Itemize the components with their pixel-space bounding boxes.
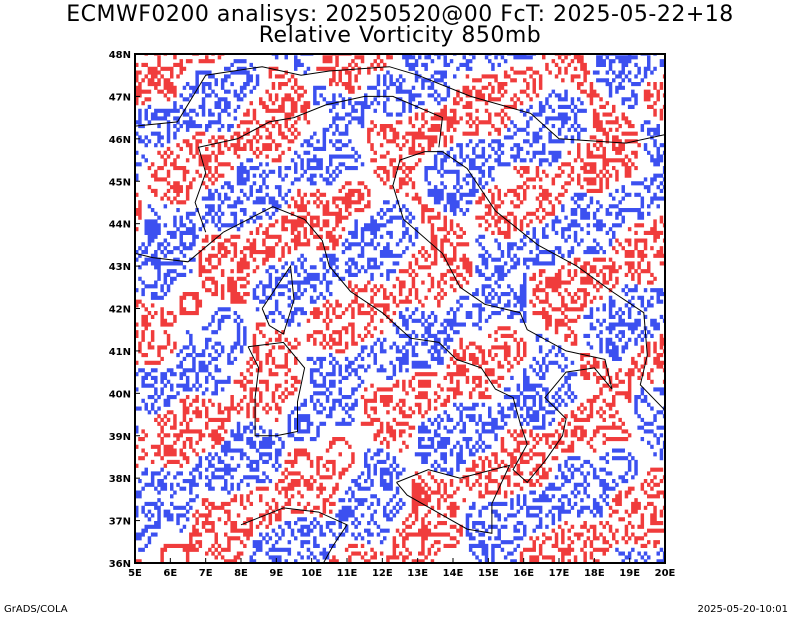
corsica-coastline xyxy=(261,264,295,335)
x-tick-label: 9E xyxy=(269,568,283,579)
x-tick-label: 8E xyxy=(234,568,248,579)
positive-vorticity-contours xyxy=(135,54,665,563)
y-tick-label: 43N xyxy=(109,262,131,273)
italy-coastline xyxy=(223,151,613,484)
footer-credit: GrADS/COLA xyxy=(4,604,68,615)
y-tick-label: 44N xyxy=(109,220,131,231)
europe-north-border xyxy=(135,66,665,144)
x-tick-label: 14E xyxy=(443,568,464,579)
y-tick-label: 46N xyxy=(109,135,131,146)
y-tick-label: 48N xyxy=(109,50,131,61)
x-tick-label: 17E xyxy=(549,568,570,579)
y-tick-label: 41N xyxy=(109,347,131,358)
x-tick-label: 16E xyxy=(513,568,534,579)
x-tick-label: 7E xyxy=(199,568,213,579)
x-tick-label: 15E xyxy=(478,568,499,579)
alpine-border xyxy=(194,95,443,233)
y-tick-label: 45N xyxy=(109,177,131,188)
x-tick-label: 12E xyxy=(372,568,393,579)
negative-vorticity-contours xyxy=(135,54,665,563)
footer-timestamp: 2025-05-20-10:01 xyxy=(697,604,788,615)
x-tick-label: 18E xyxy=(584,568,605,579)
sardinia-coastline xyxy=(247,341,306,437)
x-tick-label: 5E xyxy=(128,568,142,579)
france-coast xyxy=(135,231,224,263)
x-tick-label: 10E xyxy=(301,568,322,579)
x-axis: 5E 6E 7E 8E 9E 10E 11E 12E 13E 14E 15E 16E 17E 18E 19E… xyxy=(128,558,676,579)
vorticity-contours xyxy=(135,54,665,563)
y-tick-label: 42N xyxy=(109,305,131,316)
y-tick-label: 47N xyxy=(109,92,131,103)
y-tick-label: 36N xyxy=(109,559,131,570)
y-axis: 36N 37N 38N 39N 40N 41N 42N 43N 44N 45N 46N 47N 48N xyxy=(109,50,140,570)
adriatic-east-coast xyxy=(442,151,665,411)
x-tick-label: 20E xyxy=(655,568,676,579)
x-tick-label: 13E xyxy=(407,568,428,579)
x-tick-label: 6E xyxy=(163,568,177,579)
y-tick-label: 39N xyxy=(109,432,131,443)
y-tick-label: 37N xyxy=(109,517,131,528)
chart-title: ECMWF0200 analisys: 20250520@00 FcT: 202… xyxy=(66,2,734,27)
y-tick-label: 40N xyxy=(109,389,131,400)
y-tick-label: 38N xyxy=(109,474,131,485)
chart-subtitle: Relative Vorticity 850mb xyxy=(258,23,542,48)
sicily-coastline xyxy=(396,464,511,534)
africa-coast xyxy=(240,507,348,563)
coastlines xyxy=(135,66,665,563)
x-tick-label: 11E xyxy=(337,568,358,579)
x-tick-label: 19E xyxy=(619,568,640,579)
